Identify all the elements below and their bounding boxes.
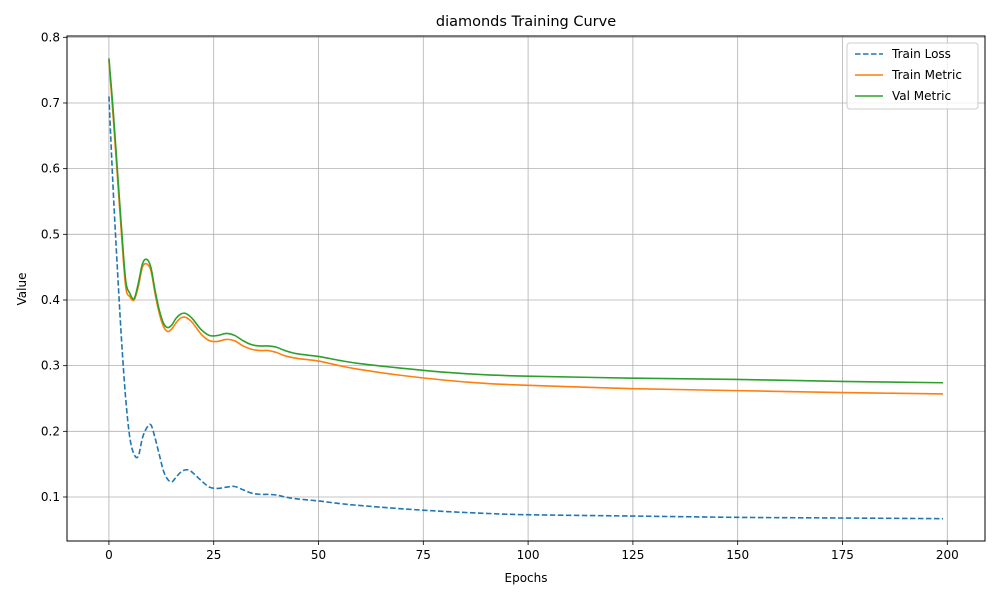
x-tick-label: 200: [936, 548, 959, 562]
y-tick-label: 0.1: [41, 490, 60, 504]
legend-label: Train Metric: [891, 68, 962, 82]
x-axis-label: Epochs: [505, 571, 548, 585]
y-tick-label: 0.8: [41, 30, 60, 44]
legend-box: [846, 42, 979, 110]
x-axis-ticks: 0 25 50 75 100 125 150 175 200: [105, 541, 959, 562]
x-tick-label: 0: [105, 548, 113, 562]
y-axis-label: Value: [15, 273, 29, 306]
series-line-val-metric: [108, 58, 944, 384]
x-tick-label: 150: [726, 548, 749, 562]
legend-label: Val Metric: [892, 89, 951, 103]
plot-frame: [66, 35, 986, 542]
y-tick-label: 0.4: [41, 293, 60, 307]
grid-lines: [67, 36, 985, 541]
legend-label: Train Loss: [891, 47, 951, 61]
x-tick-label: 100: [517, 548, 540, 562]
y-axis-ticks: 0.1 0.2 0.3 0.4 0.5 0.6 0.7 0.8: [41, 30, 67, 504]
x-tick-label: 75: [416, 548, 431, 562]
y-tick-label: 0.2: [41, 424, 60, 438]
x-tick-label: 125: [621, 548, 644, 562]
y-tick-label: 0.6: [41, 162, 60, 176]
y-tick-label: 0.5: [41, 227, 60, 241]
x-tick-label: 25: [206, 548, 221, 562]
chart-title: diamonds Training Curve: [436, 14, 616, 30]
series-layer: [108, 58, 944, 520]
series-line-train-loss: [108, 96, 944, 520]
y-tick-label: 0.7: [41, 96, 60, 110]
x-tick-label: 50: [311, 548, 326, 562]
y-tick-label: 0.3: [41, 359, 60, 373]
x-tick-label: 175: [831, 548, 854, 562]
legend: Train Loss Train Metric Val Metric: [846, 42, 979, 110]
